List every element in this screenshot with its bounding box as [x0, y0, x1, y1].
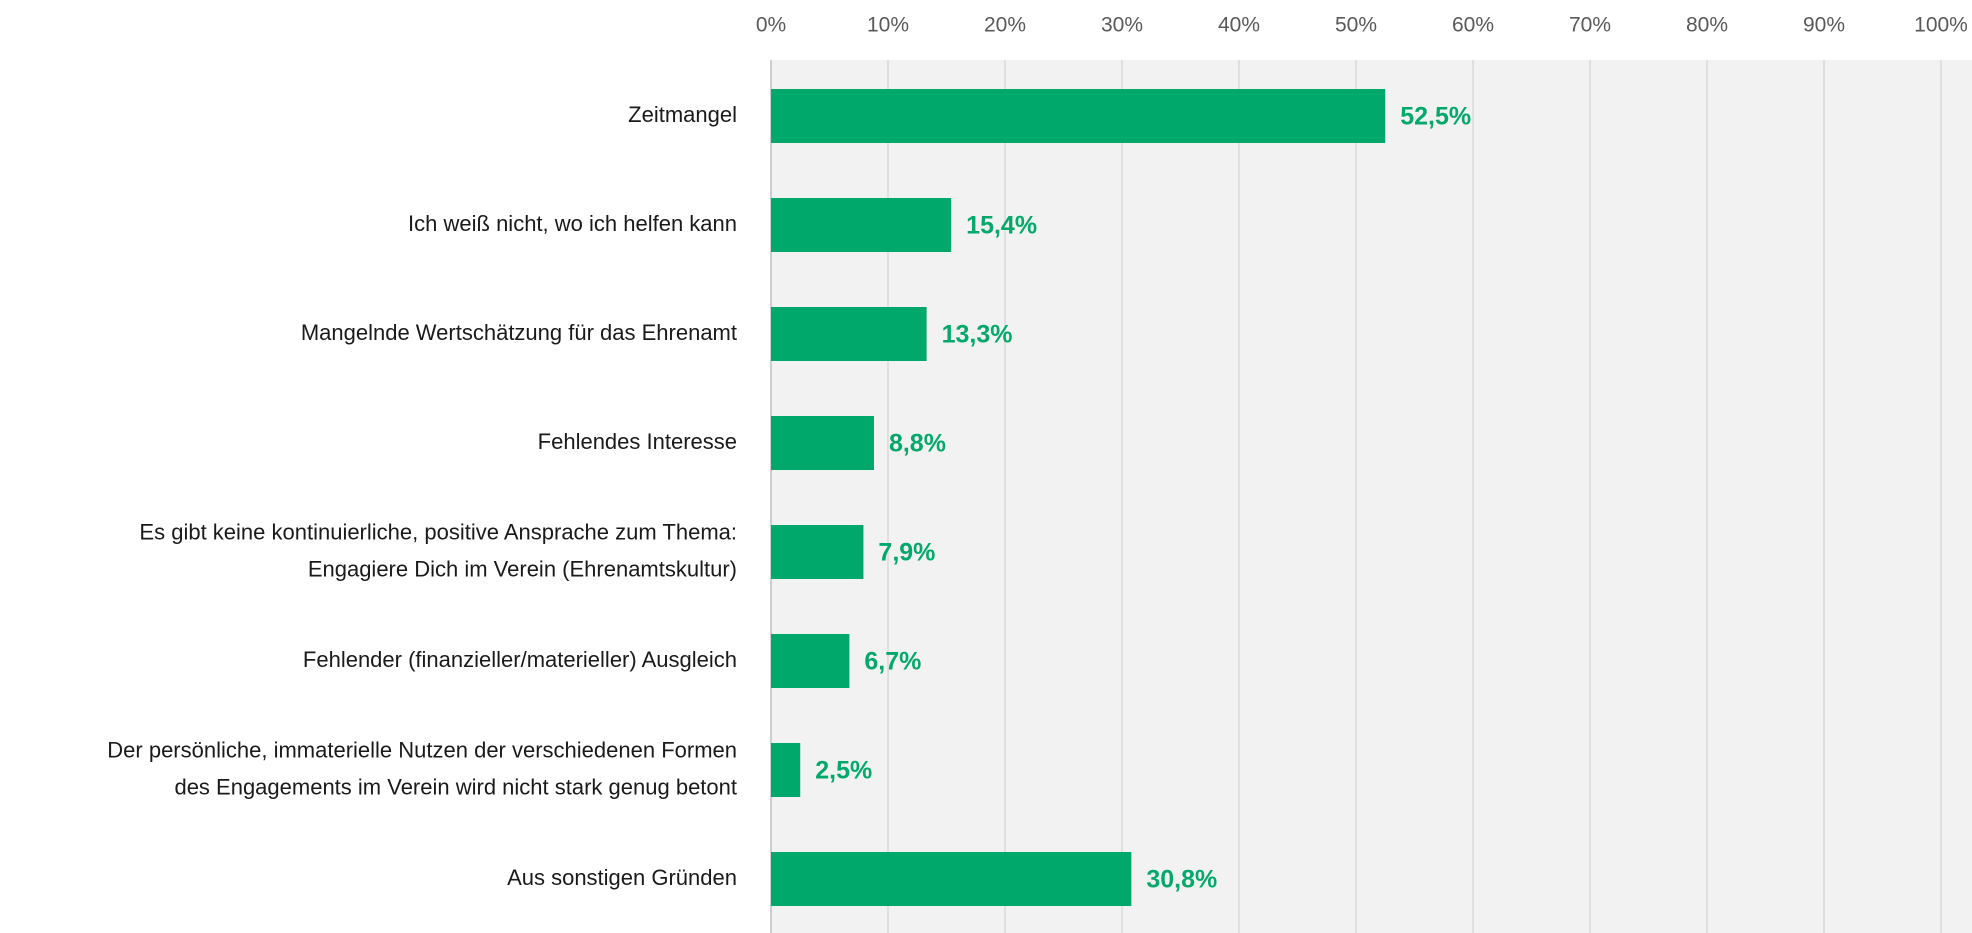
- category-label: Mangelnde Wertschätzung für das Ehrenamt: [301, 320, 737, 345]
- category-label-line: Mangelnde Wertschätzung für das Ehrenamt: [301, 320, 737, 345]
- value-label: 52,5%: [1400, 103, 1471, 131]
- x-tick-label: 10%: [867, 14, 909, 37]
- plot-background: [771, 60, 1972, 933]
- category-label-line: Der persönliche, immaterielle Nutzen der…: [107, 737, 737, 762]
- bar: [771, 743, 801, 797]
- category-label: Aus sonstigen Gründen: [507, 865, 737, 890]
- bar: [771, 525, 864, 579]
- category-label: Fehlender (finanzieller/materieller) Aus…: [303, 647, 737, 672]
- category-label-line: des Engagements im Verein wird nicht sta…: [174, 774, 737, 799]
- value-label: 15,4%: [966, 212, 1037, 240]
- value-label: 2,5%: [815, 757, 872, 785]
- bar: [771, 634, 850, 688]
- category-label: Ich weiß nicht, wo ich helfen kann: [408, 211, 737, 236]
- x-tick-label: 70%: [1569, 14, 1611, 37]
- bar: [771, 198, 952, 252]
- category-label-line: Fehlendes Interesse: [538, 429, 737, 454]
- x-tick-label: 30%: [1101, 14, 1143, 37]
- category-label-line: Es gibt keine kontinuierliche, positive …: [139, 519, 737, 544]
- category-label: Zeitmangel: [628, 102, 737, 127]
- bar: [771, 307, 927, 361]
- category-label: Es gibt keine kontinuierliche, positive …: [139, 519, 737, 581]
- value-label: 7,9%: [878, 539, 935, 567]
- bar: [771, 416, 874, 470]
- x-tick-label: 80%: [1686, 14, 1728, 37]
- x-tick-label: 60%: [1452, 14, 1494, 37]
- bar: [771, 852, 1132, 906]
- value-label: 8,8%: [889, 430, 946, 458]
- x-tick-label: 0%: [756, 14, 786, 37]
- value-label: 6,7%: [864, 648, 921, 676]
- value-label: 13,3%: [942, 321, 1013, 349]
- category-label-line: Engagiere Dich im Verein (Ehrenamtskultu…: [308, 556, 737, 581]
- category-label-line: Zeitmangel: [628, 102, 737, 127]
- x-tick-label: 50%: [1335, 14, 1377, 37]
- x-tick-label: 100%: [1914, 14, 1968, 37]
- value-label: 30,8%: [1146, 866, 1217, 894]
- category-label: Der persönliche, immaterielle Nutzen der…: [107, 737, 737, 799]
- x-tick-label: 20%: [984, 14, 1026, 37]
- category-label-line: Ich weiß nicht, wo ich helfen kann: [408, 211, 737, 236]
- x-tick-label: 90%: [1803, 14, 1845, 37]
- category-label-line: Aus sonstigen Gründen: [507, 865, 737, 890]
- x-tick-label: 40%: [1218, 14, 1260, 37]
- bar: [771, 89, 1386, 143]
- category-label-line: Fehlender (finanzieller/materieller) Aus…: [303, 647, 737, 672]
- category-label: Fehlendes Interesse: [538, 429, 737, 454]
